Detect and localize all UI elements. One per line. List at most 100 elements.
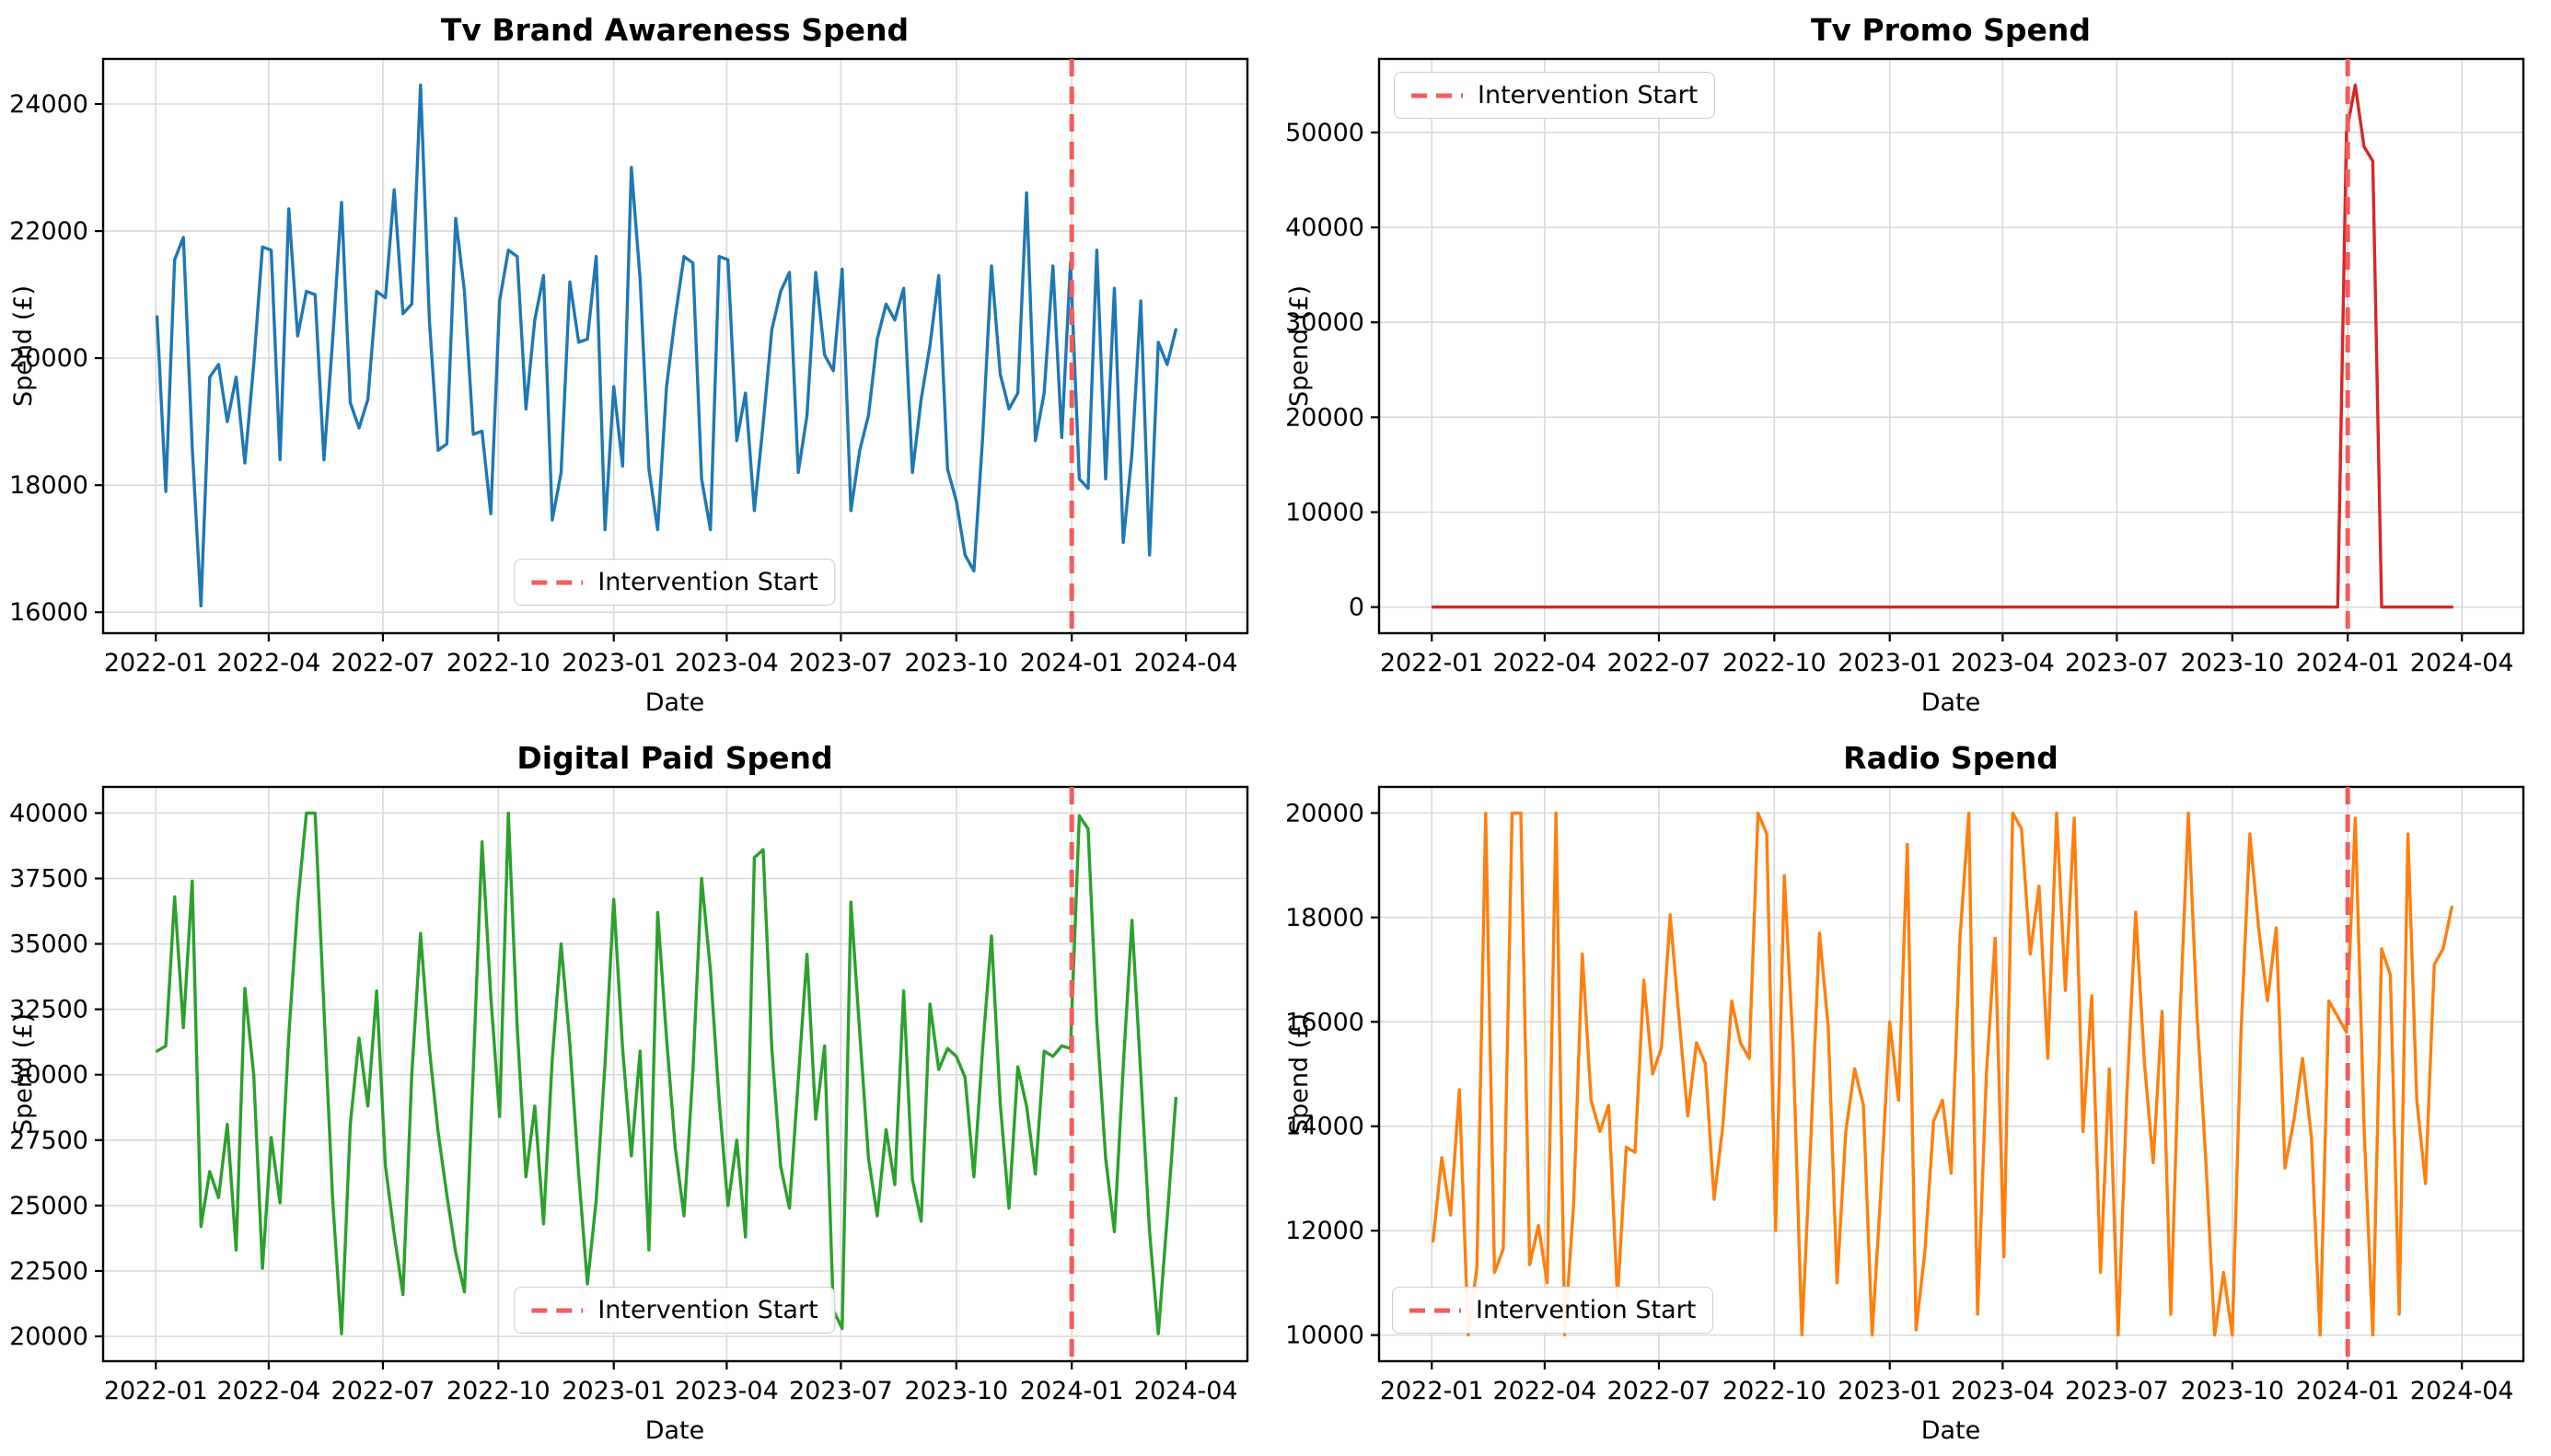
x-tick-label: 2023-07	[789, 649, 893, 677]
y-tick-label: 14000	[1285, 1113, 1364, 1141]
legend-dash-sample-icon	[1409, 1308, 1461, 1312]
x-tick-label: 2024-04	[2410, 649, 2514, 677]
y-tick-label: 20000	[1285, 403, 1364, 432]
subplot-tv-promo: 2022-01 2022-04 2022-07 2022-10 2023-01 2023-…	[1276, 0, 2551, 728]
x-tick-label: 2022-10	[446, 1377, 551, 1405]
x-tick-label: 2024-01	[1020, 649, 1124, 677]
x-tick-label: 2023-10	[904, 649, 1008, 677]
y-tick-label: 16000	[1285, 1008, 1364, 1036]
tv-promo-chart: 2022-01 2022-04 2022-07 2022-10 2023-01 2023-…	[1285, 12, 2525, 717]
y-tick-label: 27500	[9, 1127, 88, 1155]
x-tick-label: 2023-04	[675, 1377, 779, 1405]
y-tick-label: 32500	[9, 996, 88, 1024]
subplot-digital-paid: 2022-01 2022-04 2022-07 2022-10 2023-01 2023-…	[0, 728, 1275, 1456]
chart-title: Tv Brand Awareness Spend	[441, 12, 909, 48]
x-tick-label: 2022-10	[1722, 649, 1826, 677]
radio-chart: 2022-01 2022-04 2022-07 2022-10 2023-01 2023-…	[1285, 740, 2525, 1445]
legend: Intervention Start	[1394, 72, 1716, 119]
x-tick-label: 2022-01	[1380, 1377, 1484, 1405]
y-tick-label: 20000	[9, 1323, 88, 1351]
legend-dash-sample-icon	[531, 580, 584, 584]
x-tick-label: 2022-07	[331, 1377, 435, 1405]
x-tick-label: 2023-04	[1951, 649, 2055, 677]
y-tick-label: 10000	[1285, 498, 1364, 526]
x-axis-label: Date	[645, 688, 705, 717]
x-tick-label: 2022-10	[446, 649, 551, 677]
x-tick-label: 2022-04	[1493, 649, 1597, 677]
y-tick-label: 20000	[1285, 799, 1364, 827]
chart-title: Radio Spend	[1843, 740, 2058, 776]
x-tick-label: 2022-01	[1380, 649, 1484, 677]
x-tick-label: 2023-07	[2065, 1377, 2169, 1405]
chart-title: Digital Paid Spend	[516, 740, 832, 776]
y-tick-label: 22000	[9, 217, 88, 246]
tv_brand_awareness_spend-line	[155, 83, 1178, 607]
x-tick-label: 2023-10	[2180, 649, 2284, 677]
y-tick-label: 40000	[9, 799, 88, 827]
legend-dash-sample-icon	[531, 1308, 584, 1312]
x-tick-label: 2023-07	[2065, 649, 2169, 677]
y-tick-label: 10000	[1285, 1322, 1364, 1350]
y-tick-label: 16000	[9, 598, 88, 627]
x-tick-label: 2023-04	[1951, 1377, 2055, 1405]
radio_spend-line	[1431, 811, 2454, 1337]
y-tick-label: 18000	[1285, 904, 1364, 932]
y-tick-label: 12000	[1285, 1217, 1364, 1245]
x-axis-label: Date	[1921, 1416, 1981, 1445]
x-tick-label: 2022-04	[1493, 1377, 1597, 1405]
x-tick-label: 2024-01	[1020, 1377, 1124, 1405]
x-tick-label: 2023-01	[1838, 649, 1942, 677]
y-tick-label: 40000	[1285, 214, 1364, 242]
y-tick-label: 37500	[9, 864, 88, 893]
x-axis-label: Date	[1921, 688, 1981, 717]
subplot-tv-brand-awareness: 2022-01 2022-04 2022-07 2022-10 2023-01 2023-…	[0, 0, 1275, 728]
axes-frame	[1377, 785, 2525, 1363]
y-tick-label: 0	[1349, 594, 1364, 622]
x-tick-label: 2024-04	[1134, 1377, 1238, 1405]
legend: Intervention Start	[1392, 1287, 1714, 1334]
x-tick-label: 2022-10	[1722, 1377, 1826, 1405]
y-tick-label: 20000	[9, 344, 88, 373]
legend-dash-sample-icon	[1411, 93, 1463, 98]
x-tick-label: 2023-01	[562, 649, 666, 677]
legend-label: Intervention Start	[1476, 1296, 1697, 1324]
y-tick-label: 30000	[1285, 308, 1364, 337]
x-tick-label: 2024-01	[2296, 1377, 2400, 1405]
x-tick-label: 2023-07	[789, 1377, 893, 1405]
axes-frame	[101, 57, 1249, 635]
tv-brand-awareness-chart: 2022-01 2022-04 2022-07 2022-10 2023-01 2023-…	[9, 12, 1249, 717]
x-tick-label: 2022-01	[104, 1377, 208, 1405]
subplot-radio: 2022-01 2022-04 2022-07 2022-10 2023-01 2023-…	[1276, 728, 2551, 1456]
x-tick-label: 2024-01	[2296, 649, 2400, 677]
x-tick-label: 2022-04	[217, 649, 321, 677]
axes-frame	[1377, 57, 2525, 635]
y-tick-label: 25000	[9, 1192, 88, 1220]
x-tick-label: 2023-10	[904, 1377, 1008, 1405]
x-tick-label: 2022-07	[1607, 1377, 1711, 1405]
x-axis-label: Date	[645, 1416, 705, 1445]
y-axis-label: Spend (£)	[1285, 285, 1314, 407]
y-axis-label: Spend (£)	[1285, 1013, 1314, 1135]
x-tick-label: 2022-01	[104, 649, 208, 677]
x-tick-label: 2023-01	[562, 1377, 666, 1405]
legend-label: Intervention Start	[597, 568, 818, 596]
x-tick-label: 2022-07	[1607, 649, 1711, 677]
y-axis-label: Spend (£)	[9, 285, 38, 407]
y-axis-label: Spend (£)	[9, 1013, 38, 1135]
y-tick-label: 24000	[9, 90, 88, 119]
y-tick-label: 22500	[9, 1257, 88, 1286]
legend: Intervention Start	[514, 559, 836, 606]
x-tick-label: 2022-07	[331, 649, 435, 677]
legend-label: Intervention Start	[597, 1296, 818, 1324]
x-tick-label: 2023-01	[1838, 1377, 1942, 1405]
x-tick-label: 2022-04	[217, 1377, 321, 1405]
legend-label: Intervention Start	[1478, 81, 1699, 110]
y-tick-label: 50000	[1285, 119, 1364, 147]
y-tick-label: 30000	[9, 1061, 88, 1090]
digital_paid_spend-line	[155, 811, 1178, 1335]
y-tick-label: 18000	[9, 471, 88, 500]
tv_promo_spend-line	[1431, 83, 2454, 609]
digital-paid-chart: 2022-01 2022-04 2022-07 2022-10 2023-01 2023-…	[9, 740, 1249, 1445]
x-tick-label: 2024-04	[2410, 1377, 2514, 1405]
x-tick-label: 2023-10	[2180, 1377, 2284, 1405]
